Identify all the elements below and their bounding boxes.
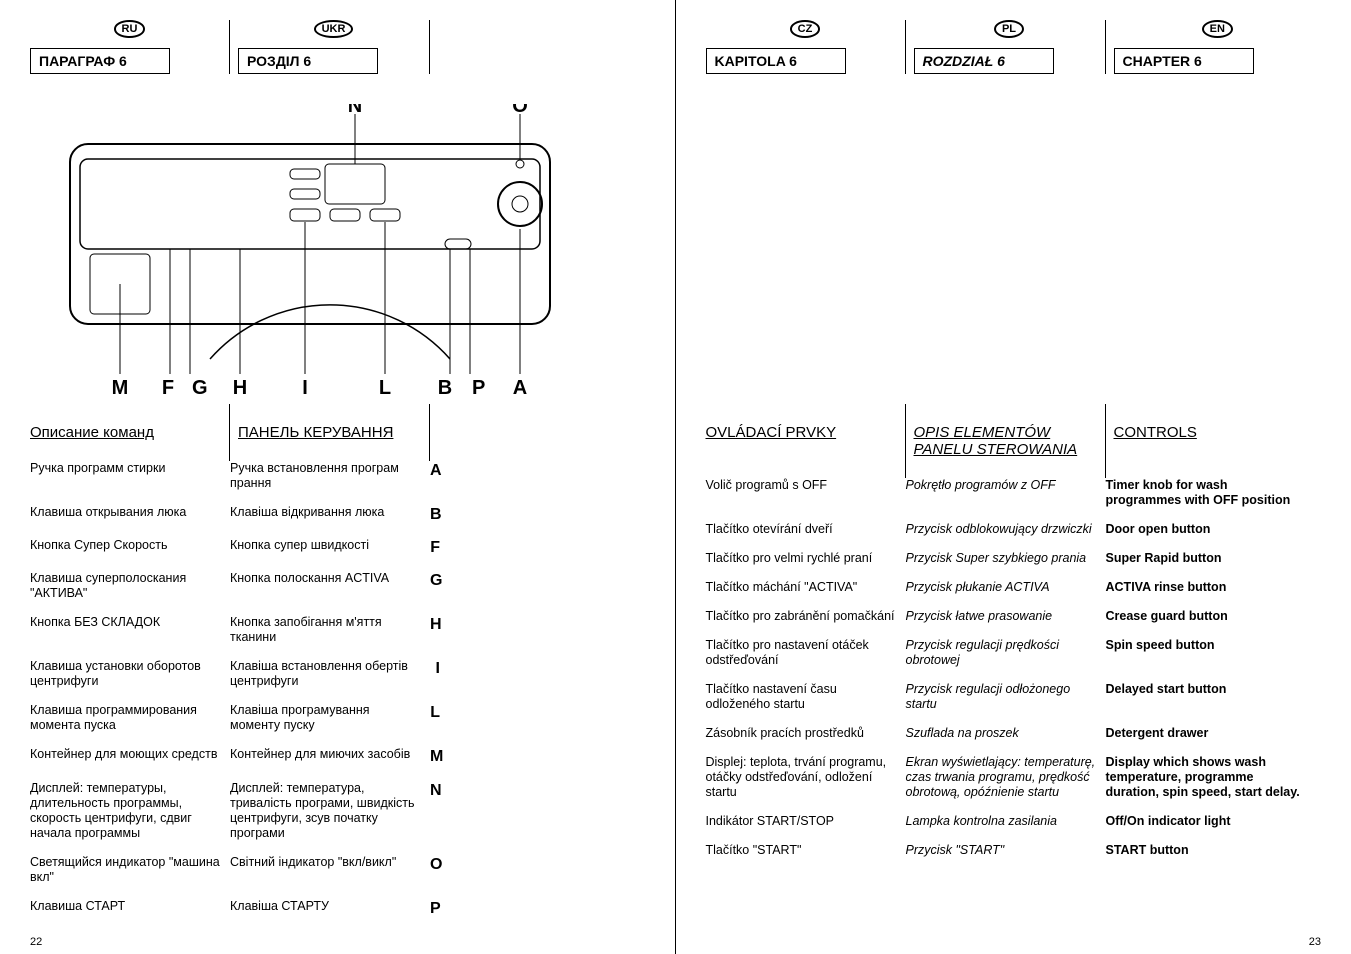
- row-m-r: Zásobník pracích prostředkůSzuflada na p…: [706, 726, 1322, 741]
- right-page: CZ KAPITOLA 6 PL ROZDZIAŁ 6 EN CHAPTER 6…: [676, 0, 1351, 954]
- diag-letter-g: G: [192, 377, 208, 399]
- row-o-r: Indikátor START/STOPLampka kontrolna zas…: [706, 814, 1322, 829]
- page-number-left: 22: [30, 936, 42, 948]
- lang-badge-ukr: UKR: [314, 20, 354, 38]
- chapter-cz: KAPITOLA 6: [706, 48, 846, 74]
- diag-letter-i: I: [302, 377, 308, 399]
- row-p-r: Tlačítko "START"Przycisk "START"START bu…: [706, 843, 1322, 858]
- row-n: Дисплей: температуры, длительность прогр…: [30, 781, 645, 841]
- page-number-right: 23: [1309, 936, 1321, 948]
- row-g: Клавиша суперполоскания "АКТИВА"Кнопка п…: [30, 571, 645, 601]
- lang-col-en: EN CHAPTER 6: [1106, 20, 1322, 74]
- lang-badge-pl: PL: [994, 20, 1024, 38]
- headings-row-right: OVLÁDACÍ PRVKY OPIS ELEMENTÓW PANELU STE…: [706, 404, 1322, 478]
- row-f: Кнопка Супер СкоростьКнопка супер швидко…: [30, 538, 645, 557]
- row-h: Кнопка БЕЗ СКЛАДОККнопка запобігання м'я…: [30, 615, 645, 645]
- row-a-r: Volič programů s OFFPokrętło programów z…: [706, 478, 1322, 508]
- diag-letter-n: N: [348, 104, 362, 117]
- diag-letter-h: H: [233, 377, 247, 399]
- chapter-ukr: РОЗДІЛ 6: [238, 48, 378, 74]
- row-a: Ручка программ стиркиРучка встановлення …: [30, 461, 645, 491]
- lang-col-cz: CZ KAPITOLA 6: [706, 20, 906, 74]
- diag-letter-l: L: [379, 377, 391, 399]
- lang-header-right: CZ KAPITOLA 6 PL ROZDZIAŁ 6 EN CHAPTER 6: [706, 20, 1322, 74]
- row-b-r: Tlačítko otevírání dveříPrzycisk odbloko…: [706, 522, 1322, 537]
- headings-row-left: Описание команд ПАНЕЛЬ КЕРУВАННЯ: [30, 404, 645, 461]
- heading-ukr: ПАНЕЛЬ КЕРУВАННЯ: [238, 424, 429, 441]
- diagram-placeholder-right: [706, 74, 1322, 404]
- row-o: Светящийся индикатор "машина вкл"Світний…: [30, 855, 645, 885]
- document-spread: RU ПАРАГРАФ 6 UKR РОЗДІЛ 6: [0, 0, 1351, 954]
- controls-table-right: Volič programů s OFFPokrętło programów z…: [706, 478, 1322, 858]
- lang-badge-ru: RU: [114, 20, 146, 38]
- row-m: Контейнер для моющих средствКонтейнер дл…: [30, 747, 645, 766]
- heading-ru: Описание команд: [30, 424, 229, 441]
- diag-letter-m: M: [112, 377, 129, 399]
- control-panel-diagram: N O M F G H I L B P A: [30, 104, 645, 404]
- chapter-pl: ROZDZIAŁ 6: [914, 48, 1054, 74]
- heading-pl: OPIS ELEMENTÓW PANELU STEROWANIA: [914, 424, 1105, 458]
- row-i-r: Tlačítko pro nastavení otáček odstřeďová…: [706, 638, 1322, 668]
- lang-col-ukr: UKR РОЗДІЛ 6: [230, 20, 430, 74]
- diag-letter-a: A: [513, 377, 527, 399]
- diag-letter-p: P: [472, 377, 485, 399]
- lang-col-empty-left: [430, 20, 645, 74]
- lang-badge-cz: CZ: [790, 20, 821, 38]
- row-i: Клавиша установки оборотов центрифугиКла…: [30, 659, 645, 689]
- row-b: Клавиша открывания люкаКлавіша відкриван…: [30, 505, 645, 524]
- row-l: Клавиша программирования момента пускаКл…: [30, 703, 645, 733]
- chapter-ru: ПАРАГРАФ 6: [30, 48, 170, 74]
- row-n-r: Displej: teplota, trvání programu, otáčk…: [706, 755, 1322, 800]
- heading-en: CONTROLS: [1114, 424, 1322, 441]
- row-h-r: Tlačítko pro zabránění pomačkáníPrzycisk…: [706, 609, 1322, 624]
- lang-header-left: RU ПАРАГРАФ 6 UKR РОЗДІЛ 6: [30, 20, 645, 74]
- row-p: Клавиша СТАРТКлавіша СТАРТУP: [30, 899, 645, 918]
- lang-col-ru: RU ПАРАГРАФ 6: [30, 20, 230, 74]
- lang-col-pl: PL ROZDZIAŁ 6: [906, 20, 1106, 74]
- washer-panel-svg: N O M F G H I L B P A: [30, 104, 590, 404]
- controls-table-left: Ручка программ стиркиРучка встановлення …: [30, 461, 645, 918]
- chapter-en: CHAPTER 6: [1114, 48, 1254, 74]
- diag-letter-f: F: [162, 377, 174, 399]
- row-g-r: Tlačítko máchání "ACTIVA"Przycisk płukan…: [706, 580, 1322, 595]
- diag-letter-b: B: [438, 377, 452, 399]
- lang-badge-en: EN: [1202, 20, 1233, 38]
- row-l-r: Tlačítko nastavení času odloženého start…: [706, 682, 1322, 712]
- row-f-r: Tlačítko pro velmi rychlé praníPrzycisk …: [706, 551, 1322, 566]
- diag-letter-o: O: [512, 104, 528, 117]
- heading-cz: OVLÁDACÍ PRVKY: [706, 424, 905, 441]
- left-page: RU ПАРАГРАФ 6 UKR РОЗДІЛ 6: [0, 0, 676, 954]
